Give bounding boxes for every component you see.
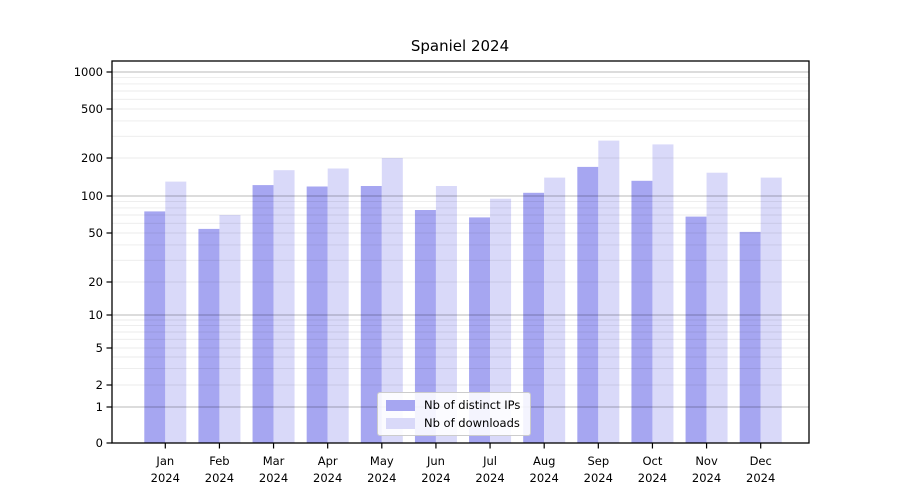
y-tick-label-0: 0 <box>96 436 103 450</box>
y-tick-label-5: 5 <box>96 341 103 355</box>
x-tick-label-feb: Feb 2024 <box>205 454 234 485</box>
x-tick-label-oct: Oct 2024 <box>638 454 667 485</box>
bar-distinct-ips-mar <box>252 185 274 443</box>
bar-downloads-aug <box>544 177 566 443</box>
bar-downloads-sep <box>598 140 620 443</box>
bar-downloads-nov <box>706 172 728 443</box>
legend-swatch-downloads-icon <box>386 417 415 429</box>
bar-downloads-mar <box>273 170 295 443</box>
bar-downloads-may <box>381 158 403 443</box>
x-tick-label-aug: Aug 2024 <box>530 454 559 485</box>
legend-swatch-distinct-ips-icon <box>386 399 415 411</box>
y-tick-label-200: 200 <box>81 151 103 165</box>
bar-distinct-ips-jan <box>144 211 166 443</box>
bar-downloads-apr <box>327 168 349 443</box>
x-tick-label-apr: Apr 2024 <box>313 454 342 485</box>
bar-downloads-jul <box>490 198 512 443</box>
bar-distinct-ips-may <box>360 186 382 443</box>
x-tick-label-jun: Jun 2024 <box>421 454 450 485</box>
bar-downloads-dec <box>760 177 782 443</box>
y-tick-label-1000: 1000 <box>74 65 103 79</box>
y-tick-label-10: 10 <box>88 308 103 322</box>
bar-distinct-ips-oct <box>631 180 653 444</box>
x-tick-label-nov: Nov 2024 <box>692 454 721 485</box>
x-tick-label-sep: Sep 2024 <box>584 454 613 485</box>
bar-distinct-ips-apr <box>306 186 328 443</box>
bar-distinct-ips-nov <box>685 216 707 443</box>
x-tick-label-jan: Jan 2024 <box>151 454 180 485</box>
bar-downloads-jun <box>435 186 457 443</box>
plot-frame <box>111 60 810 444</box>
x-tick-label-dec: Dec 2024 <box>746 454 775 485</box>
legend-item-distinct-ips: Nb of distinct IPs <box>386 398 520 412</box>
plot-content: 0 1 2 5 10 20 50 100 200 500 1000 Jan 2024 Feb 2024 Mar… <box>74 60 810 485</box>
chart-title: Spaniel 2024 <box>411 37 509 55</box>
x-tick-label-mar: Mar 2024 <box>259 454 288 485</box>
y-tick-label-2: 2 <box>96 378 103 392</box>
bar-distinct-ips-feb <box>198 228 220 443</box>
y-tick-label-20: 20 <box>88 275 103 289</box>
legend: Nb of distinct IPs Nb of downloads <box>377 392 532 436</box>
legend-item-downloads: Nb of downloads <box>386 416 520 430</box>
bar-distinct-ips-jul <box>469 217 491 443</box>
bar-downloads-oct <box>652 144 674 443</box>
y-tick-label-50: 50 <box>88 226 103 240</box>
legend-label-distinct-ips: Nb of distinct IPs <box>424 398 521 412</box>
bar-downloads-jan <box>165 181 187 443</box>
x-tick-label-may: May 2024 <box>367 454 396 485</box>
bar-distinct-ips-aug <box>523 192 545 443</box>
bar-distinct-ips-sep <box>577 166 599 443</box>
bar-downloads-feb <box>219 215 241 443</box>
bar-distinct-ips-jun <box>414 210 436 443</box>
x-tick-label-jul: Jul 2024 <box>475 454 504 485</box>
bar-distinct-ips-dec <box>739 231 761 443</box>
y-tick-label-1: 1 <box>96 400 103 414</box>
y-tick-label-500: 500 <box>81 102 103 116</box>
y-tick-label-100: 100 <box>81 189 103 203</box>
legend-label-downloads: Nb of downloads <box>424 416 520 430</box>
